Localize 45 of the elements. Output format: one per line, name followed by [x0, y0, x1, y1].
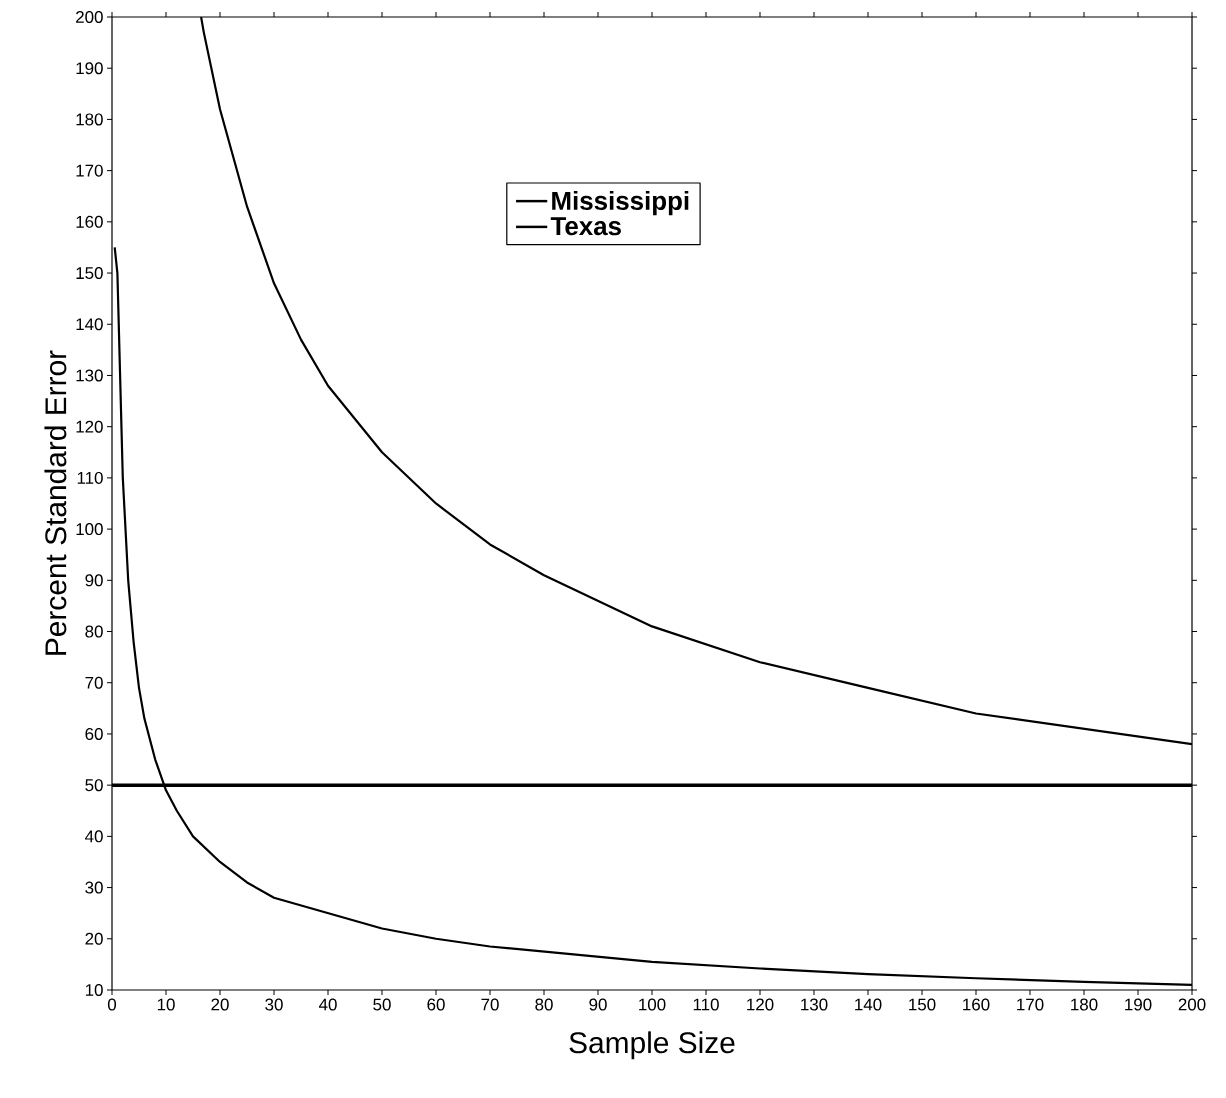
x-tick-label: 130: [801, 998, 828, 1011]
y-tick-label: 150: [76, 267, 103, 280]
x-tick-label: 120: [747, 998, 774, 1011]
x-tick-label: 110: [693, 998, 719, 1011]
x-tick-label: 190: [1125, 998, 1152, 1011]
y-tick-label: 20: [85, 932, 103, 945]
x-tick-label: 10: [157, 998, 175, 1011]
x-tick-label: 160: [963, 998, 990, 1011]
y-tick-label: 120: [76, 420, 103, 433]
y-tick-label: 200: [76, 10, 103, 23]
y-tick-label: 170: [76, 164, 103, 177]
x-tick-label: 180: [1071, 998, 1098, 1011]
y-tick-label: 100: [76, 523, 103, 536]
y-tick-label: 90: [85, 574, 103, 587]
y-tick-label: 30: [85, 881, 103, 894]
x-tick-label: 40: [318, 998, 337, 1011]
y-tick-label: 50: [85, 779, 103, 792]
y-tick-label: 130: [76, 369, 103, 382]
y-tick-label: 80: [85, 625, 103, 638]
x-tick-label: 90: [589, 998, 607, 1011]
y-tick-label: 10: [85, 984, 103, 996]
y-tick-label: 180: [76, 113, 103, 126]
y-tick-label: 40: [85, 830, 103, 843]
x-tick-label: 30: [265, 998, 283, 1011]
x-tick-label: 170: [1017, 998, 1044, 1011]
x-tick-label: 80: [535, 998, 553, 1011]
x-tick-label: 0: [107, 998, 117, 1011]
x-tick-label: 140: [855, 998, 882, 1011]
legend-label: Texas: [550, 217, 621, 236]
y-tick-label: 60: [85, 727, 103, 740]
legend-label: Mississippi: [552, 191, 689, 216]
x-tick-label: 50: [373, 998, 391, 1011]
x-tick-label: 100: [639, 998, 666, 1011]
x-tick-label: 20: [211, 998, 229, 1011]
y-tick-label: 140: [76, 318, 103, 331]
y-tick-label: 110: [77, 471, 103, 484]
x-tick-label: 70: [481, 998, 499, 1011]
x-tick-label: 150: [909, 998, 936, 1011]
y-axis-title: Percent Standard Error: [44, 350, 67, 655]
x-axis-title: Sample Size: [569, 1031, 735, 1060]
y-tick-label: 160: [76, 215, 103, 228]
x-tick-label: 200: [1178, 998, 1206, 1011]
y-tick-label: 190: [76, 62, 103, 75]
x-tick-label: 60: [427, 998, 445, 1011]
y-tick-label: 70: [85, 676, 103, 689]
